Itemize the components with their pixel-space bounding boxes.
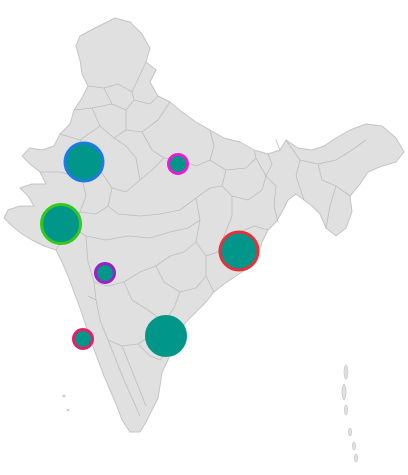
island-3: [344, 404, 348, 416]
border-ne: [285, 139, 367, 229]
india-mainland: [3, 17, 405, 433]
bubble-odisha[interactable]: [218, 230, 260, 272]
bubble-gujarat[interactable]: [40, 203, 82, 245]
island-4: [348, 427, 352, 437]
island-1: [343, 364, 349, 380]
border-uk: [133, 95, 159, 105]
border-kerala: [107, 339, 147, 417]
border-chhattisgarh: [195, 195, 233, 257]
border-bihar: [209, 149, 257, 171]
island-5: [352, 441, 356, 451]
island-2: [341, 383, 347, 401]
island-6: [353, 453, 359, 463]
bubble-rajasthan-north[interactable]: [63, 141, 105, 183]
border-sikkim: [275, 139, 281, 151]
border-telangana: [155, 255, 207, 293]
island-7: [62, 394, 66, 398]
border-goa: [87, 295, 97, 301]
border-wb: [265, 153, 279, 223]
border-maharashtra: [69, 205, 201, 287]
bubble-maharashtra[interactable]: [94, 262, 116, 284]
border-jk: [87, 61, 147, 93]
bubble-karnataka[interactable]: [72, 328, 94, 350]
border-mp: [107, 157, 223, 217]
bubble-layer: [40, 141, 260, 357]
country-shapes: [3, 17, 405, 463]
bubble-andhra-pradesh[interactable]: [145, 315, 187, 357]
island-8: [66, 408, 70, 412]
bubble-uttar-pradesh[interactable]: [167, 153, 189, 175]
